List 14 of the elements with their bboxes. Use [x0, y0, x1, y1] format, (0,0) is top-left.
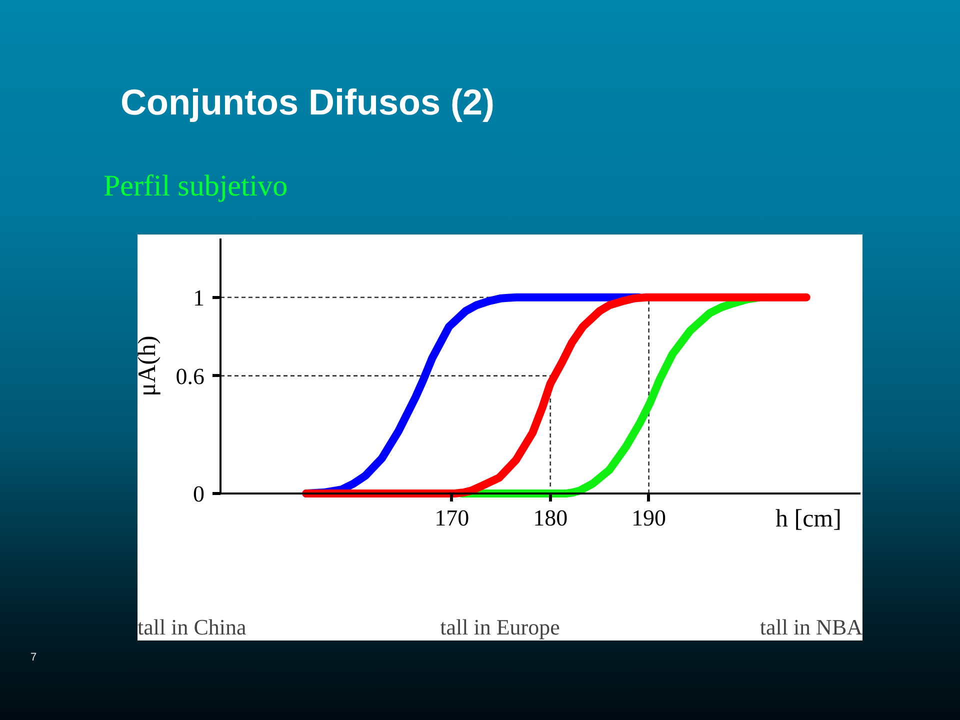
text: tall in Europe [440, 614, 560, 640]
x-axis-title: h [cm] [776, 506, 842, 532]
chart-title: Conjuntos Difusos (2) [120, 82, 494, 122]
y-axis-title: μA(h) [134, 336, 161, 396]
chart-subtitle: Perfil subjetivo [104, 170, 288, 202]
text: tall in China [138, 614, 246, 640]
x-tick-label: 170 [434, 506, 470, 530]
x-tick-label: 180 [533, 506, 568, 530]
y-tick-label: 0 [193, 482, 204, 506]
y-tick-label: 1 [193, 285, 204, 310]
text: 7 [30, 652, 37, 664]
x-tick-label: 190 [632, 506, 666, 530]
y-tick-label: 0.6 [176, 364, 204, 389]
text: tall in NBA [760, 614, 863, 640]
